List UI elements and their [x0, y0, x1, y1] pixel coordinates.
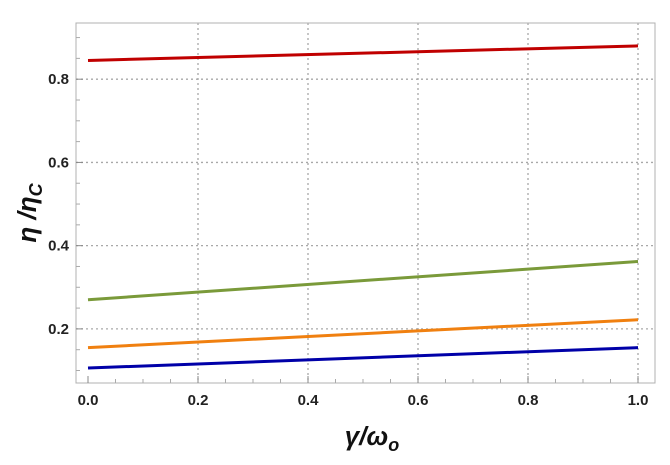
- y-tick-label: 0.2: [48, 321, 69, 338]
- y-axis-title: η /ηC: [12, 182, 46, 242]
- series-line: [87, 346, 639, 370]
- y-tick-label: 0.6: [48, 154, 69, 171]
- series-line: [87, 44, 639, 62]
- y-tick-label: 0.8: [48, 71, 69, 88]
- series-lines: [87, 44, 639, 370]
- x-tick-label: 1.0: [628, 392, 649, 409]
- x-axis-title-subscript: o: [388, 435, 399, 455]
- x-axis-title: γ/ωo: [345, 421, 399, 455]
- series-line: [87, 318, 639, 350]
- plot-frame: [75, 22, 656, 384]
- x-tick-label: 0.4: [298, 392, 320, 409]
- series-line: [87, 259, 639, 302]
- x-tick-label: 0.8: [518, 392, 539, 409]
- grid-lines: [76, 23, 655, 383]
- axis-ticks: [76, 37, 639, 383]
- y-axis-title-subscript: C: [26, 182, 46, 196]
- x-axis-title-main: γ/ω: [345, 421, 388, 451]
- x-tick-label: 0.6: [408, 392, 429, 409]
- x-tick-label: 0.2: [188, 392, 209, 409]
- tick-labels: 0.0 0.2 0.4 0.6 0.8 1.0 0.2 0.4 0.6 0.8: [48, 71, 648, 409]
- y-axis-title-main: η /η: [12, 196, 42, 242]
- x-tick-label: 0.0: [78, 392, 99, 409]
- y-tick-label: 0.4: [48, 238, 70, 255]
